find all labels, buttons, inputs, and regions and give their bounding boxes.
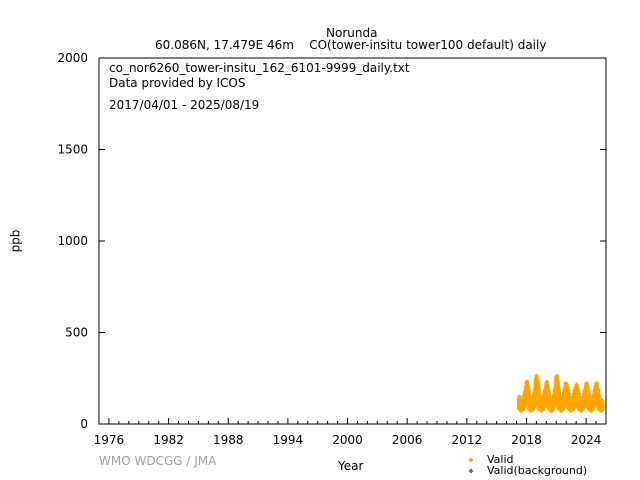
data-point [600, 401, 606, 407]
data-point [555, 380, 561, 386]
data-point [546, 392, 552, 398]
data-point [536, 388, 542, 394]
data-point [566, 390, 572, 396]
data-point [546, 389, 552, 395]
data-point [584, 383, 590, 389]
data-point [595, 388, 601, 394]
plot-frame [98, 57, 607, 425]
x-tick-label: 1994 [273, 433, 304, 447]
data-point [535, 380, 541, 386]
data-point [575, 388, 581, 394]
x-axis-label: Year [338, 459, 364, 473]
x-tick-label: 2018 [511, 433, 542, 447]
data-point [534, 376, 540, 382]
legend-valid-marker [468, 457, 474, 463]
data-point [574, 382, 580, 388]
watermark: WMO WDCGG / JMA [99, 454, 217, 468]
data-point [534, 373, 540, 379]
info-provider: Data provided by ICOS [109, 76, 246, 90]
chart-subtitle: 60.086N, 17.479E 46m CO(tower-insitu tow… [155, 38, 547, 52]
info-filename: co_nor6260_tower-insitu_162_6101-9999_da… [109, 61, 410, 75]
data-point [526, 392, 532, 398]
data-point [585, 389, 591, 395]
x-tick-label: 2000 [332, 433, 363, 447]
legend-valid-label: Valid [487, 453, 514, 466]
data-point [554, 373, 560, 379]
data-point [535, 385, 541, 391]
x-tick-label: 1988 [213, 433, 244, 447]
x-tick-label: 2024 [571, 433, 602, 447]
x-tick-label: 1976 [94, 433, 125, 447]
y-tick-label: 0 [80, 417, 88, 431]
data-point [544, 379, 550, 385]
data-point [516, 394, 522, 400]
data-point [565, 388, 571, 394]
y-tick-label: 500 [65, 326, 88, 340]
y-axis-label: ppb [8, 229, 23, 253]
data-point [526, 389, 532, 395]
data-point [596, 392, 602, 398]
data-point [536, 392, 542, 398]
y-tick-label: 2000 [57, 51, 88, 65]
data-point [524, 379, 530, 385]
x-tick-label: 1982 [153, 433, 184, 447]
data-point [556, 392, 562, 398]
data-point [599, 398, 605, 404]
data-point [576, 390, 582, 396]
chart-title: Norunda [326, 26, 378, 40]
y-tick-label: 1000 [57, 234, 88, 248]
x-tick-label: 2012 [452, 433, 483, 447]
data-point [545, 383, 551, 389]
data-point [555, 385, 561, 391]
legend-background-marker [468, 468, 474, 474]
data-point [593, 380, 599, 386]
info-period: 2017/04/01 - 2025/08/19 [109, 98, 260, 112]
legend-background-label: Valid(background) [487, 464, 588, 477]
data-point [556, 388, 562, 394]
data-point [554, 376, 560, 382]
y-tick-label: 1500 [57, 143, 88, 157]
data-point [586, 392, 592, 398]
x-tick-label: 2006 [392, 433, 423, 447]
data-point [525, 383, 531, 389]
